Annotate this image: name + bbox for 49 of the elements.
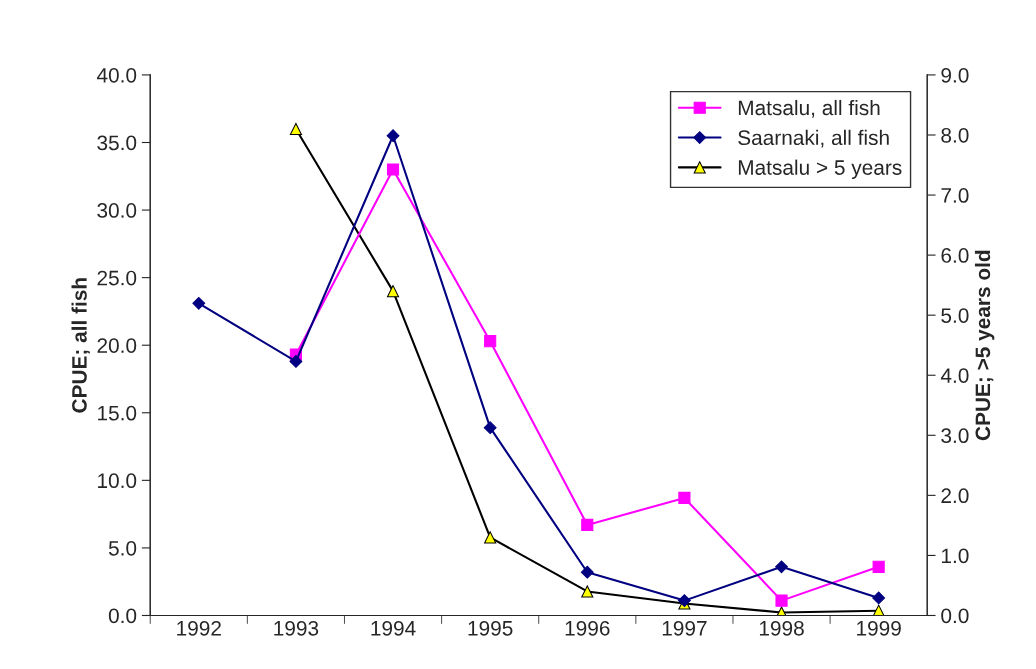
point (192, 296, 206, 310)
point (484, 335, 497, 348)
point (386, 285, 400, 298)
point (678, 491, 691, 504)
x-tick-label: 1992 (177, 620, 221, 636)
y-tick-label: 10.0 (98, 473, 137, 489)
y-axis-title: CPUE; all fish (71, 278, 90, 413)
point (386, 129, 400, 143)
legend-label: Matsalu > 5 years (738, 159, 902, 180)
y2-tick-label: 6.0 (941, 248, 969, 263)
point (484, 531, 497, 544)
y2-tick-label: 8.0 (941, 127, 969, 143)
point (775, 594, 788, 607)
point (872, 560, 885, 573)
x-tick-label: 1999 (857, 620, 901, 636)
y2-tick-label: 0.0 (941, 608, 969, 624)
x-tick-label: 1993 (274, 620, 319, 636)
y2-tick-label: 1.0 (942, 548, 969, 564)
point (872, 591, 886, 605)
y2-tick-label: 4.0 (940, 368, 969, 383)
y2-tick-label: 7.0 (941, 188, 969, 203)
x-tick-label: 1997 (662, 620, 707, 636)
legend-label: Matsalu, all fish (738, 99, 880, 118)
y-tick-label: 0.0 (108, 608, 137, 624)
y2-tick-label: 9.0 (941, 67, 969, 83)
y-tick-label: 40.0 (96, 67, 137, 83)
point (581, 518, 594, 532)
y-tick-label: 30.0 (97, 203, 137, 218)
y-tick-label: 5.0 (108, 540, 137, 556)
y-tick-label: 15.0 (98, 405, 137, 421)
point (581, 585, 594, 598)
x-tick-label: 1994 (371, 620, 416, 636)
y-tick-label: 20.0 (97, 338, 137, 353)
x-tick-label: 1995 (468, 620, 513, 636)
point (289, 355, 303, 368)
legend-label: Saarnaki, all fish (738, 129, 889, 148)
y2-tick-label: 3.0 (941, 428, 969, 444)
x-tick-label: 1998 (759, 620, 804, 636)
y2-tick-label: 2.0 (941, 488, 969, 504)
y2-tick-label: 5.0 (941, 308, 969, 323)
point (289, 122, 302, 136)
point (580, 565, 594, 579)
point (386, 163, 400, 176)
y-tick-label: 35.0 (97, 135, 137, 151)
point (483, 421, 497, 435)
point (775, 560, 788, 574)
y2-axis-title: CPUE; >5 years old (974, 250, 995, 441)
y-tick-label: 25.0 (97, 270, 137, 286)
x-tick-label: 1996 (565, 620, 610, 636)
